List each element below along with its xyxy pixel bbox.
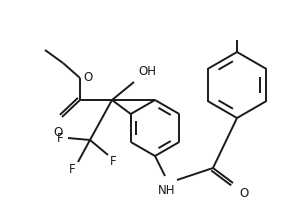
Text: F: F — [56, 131, 63, 145]
Text: OH: OH — [138, 65, 156, 78]
Text: F: F — [68, 163, 75, 176]
Text: O: O — [239, 187, 248, 200]
Text: O: O — [83, 71, 92, 83]
Text: F: F — [110, 155, 117, 168]
Text: NH: NH — [158, 184, 176, 197]
Text: O: O — [53, 126, 63, 139]
